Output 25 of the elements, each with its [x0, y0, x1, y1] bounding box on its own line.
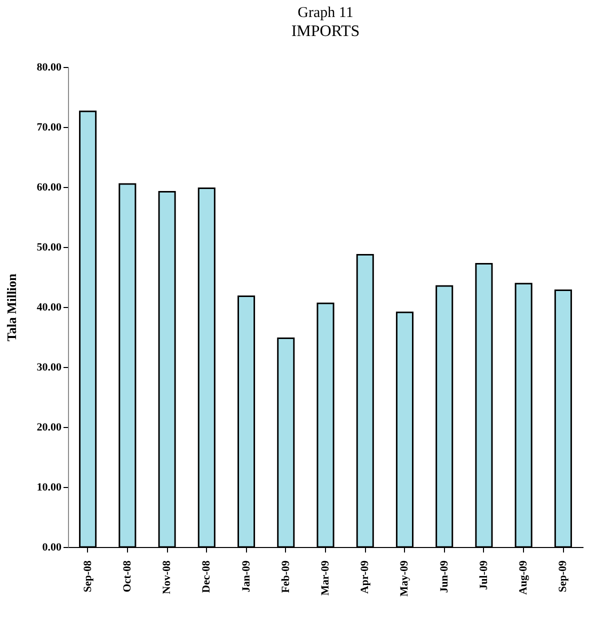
- x-tick-label: Sep-09: [557, 560, 570, 592]
- y-tick-label: 80.00: [36, 62, 62, 74]
- x-tick-label: Aug-09: [518, 560, 530, 595]
- y-tick-label: 60.00: [36, 182, 62, 194]
- y-tick-label: 70.00: [36, 122, 62, 134]
- y-tick-label: 0.00: [42, 542, 62, 554]
- x-tick-label: Feb-09: [280, 560, 292, 593]
- y-tick-label: 20.00: [36, 422, 62, 434]
- y-axis-title: Tala Million: [4, 272, 19, 342]
- y-tick-label: 10.00: [36, 482, 62, 494]
- chart-subtitle: IMPORTS: [291, 23, 360, 40]
- x-tick-label: Mar-09: [320, 560, 332, 596]
- x-tick-label: Nov-08: [161, 560, 174, 594]
- y-tick-label: 40.00: [36, 302, 62, 314]
- x-tick-label: Sep-08: [82, 560, 94, 592]
- x-tick-label: May-09: [398, 560, 411, 597]
- y-tick-label: 50.00: [36, 242, 62, 254]
- x-tick-label: Oct-08: [121, 560, 134, 592]
- chart-title: Graph 11: [298, 5, 354, 21]
- x-tick-label: Jan-09: [240, 560, 252, 592]
- x-tick-label: Apr-09: [359, 560, 372, 594]
- x-tick-label: Dec-08: [200, 560, 213, 593]
- y-tick-label: 30.00: [36, 362, 62, 374]
- x-tick-label: Jul-09: [478, 560, 490, 590]
- x-tick-label: Jun-09: [438, 560, 450, 593]
